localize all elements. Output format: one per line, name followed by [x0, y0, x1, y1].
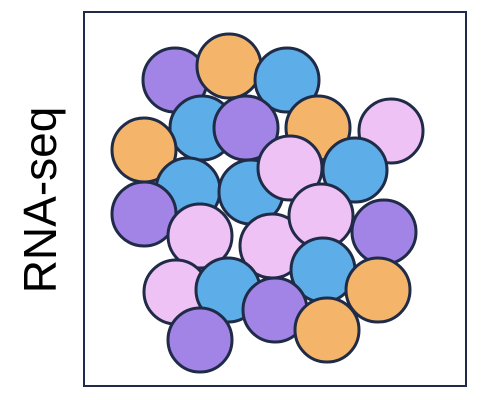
cell-purple [110, 180, 178, 248]
cell-blue [253, 46, 321, 114]
cell-blue [321, 136, 389, 204]
cell-orange [344, 256, 412, 324]
cell-purple [350, 198, 418, 266]
cell-purple [166, 306, 234, 374]
cell-pink [166, 202, 234, 270]
cell-orange [195, 32, 263, 100]
cell-orange [293, 296, 361, 364]
